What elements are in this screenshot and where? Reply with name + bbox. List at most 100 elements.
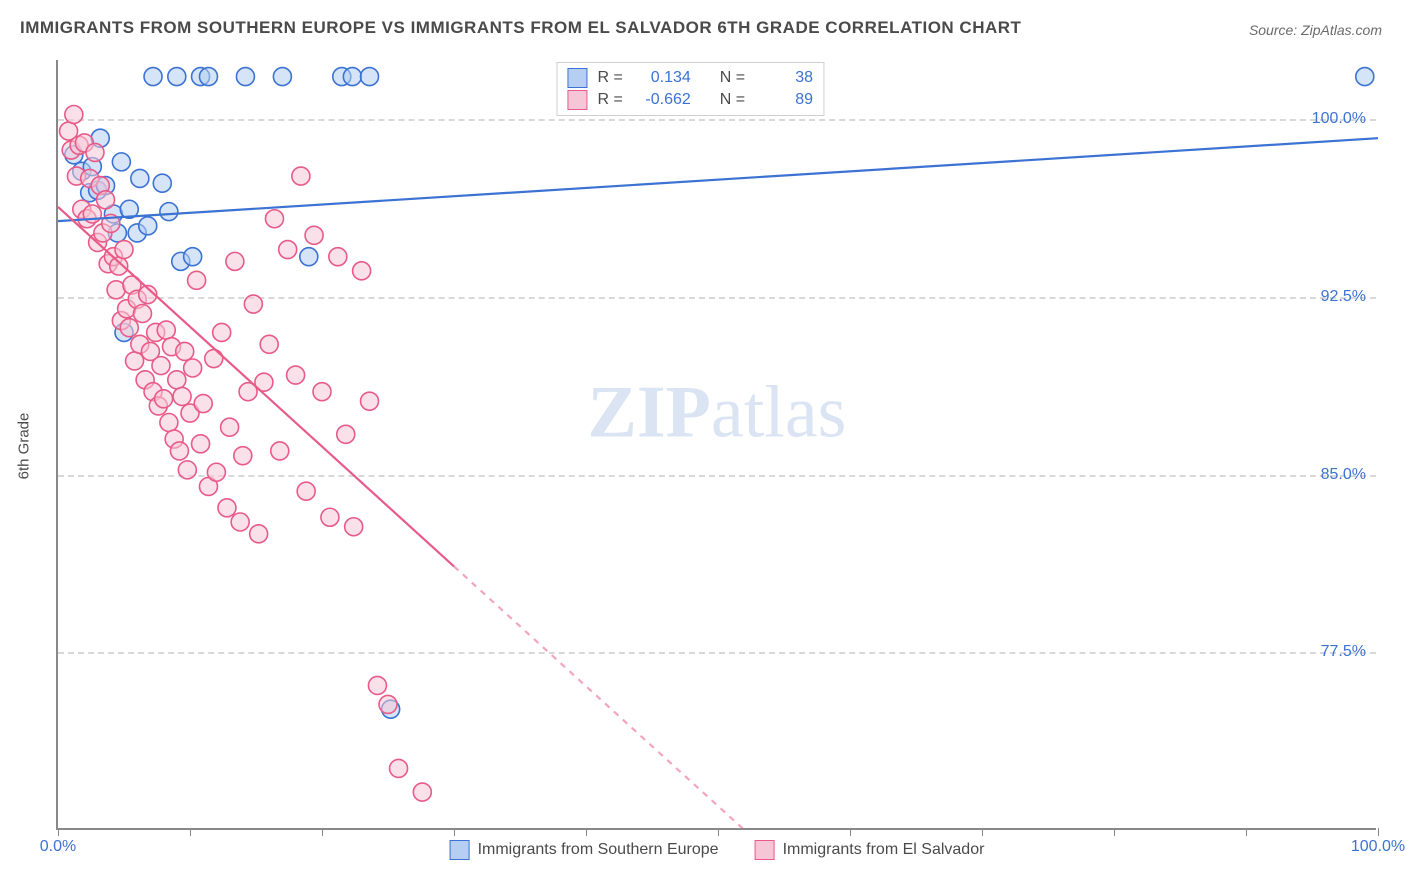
x-tick-mark [1378,828,1379,836]
data-point [133,305,151,323]
data-point [343,68,361,86]
data-point [97,191,115,209]
data-point [361,392,379,410]
legend-r-value: 0.134 [633,69,691,87]
x-tick-mark [1246,828,1247,836]
x-tick-mark [586,828,587,836]
data-point [199,68,217,86]
data-point [292,167,310,185]
data-point [390,759,408,777]
data-point [131,169,149,187]
data-point [279,241,297,259]
data-point [157,321,175,339]
data-point [110,257,128,275]
data-point [160,203,178,221]
data-point [361,68,379,86]
data-point [413,783,431,801]
data-point [205,350,223,368]
legend-n-label: N = [720,91,745,109]
legend-swatch [450,840,470,860]
data-point [231,513,249,531]
data-point [152,357,170,375]
data-point [313,383,331,401]
data-point [265,210,283,228]
data-point [300,248,318,266]
chart-svg [58,60,1376,828]
legend-series-item: Immigrants from Southern Europe [450,840,719,860]
data-point [160,413,178,431]
x-tick-mark [850,828,851,836]
data-point [297,482,315,500]
y-axis-label: 6th Grade [16,413,33,480]
data-point [329,248,347,266]
data-point [184,248,202,266]
chart-title: IMMIGRANTS FROM SOUTHERN EUROPE VS IMMIG… [20,18,1021,38]
data-point [213,323,231,341]
data-point [260,335,278,353]
legend-n-label: N = [720,69,745,87]
data-point [379,695,397,713]
data-point [244,295,262,313]
data-point [353,262,371,280]
data-point [337,425,355,443]
trendline [58,138,1378,221]
data-point [168,68,186,86]
data-point [139,217,157,235]
plot-area: ZIPatlas 77.5%85.0%92.5%100.0% 0.0%100.0… [56,60,1376,830]
data-point [226,252,244,270]
data-point [126,352,144,370]
trendline-dashed [454,566,744,830]
trendline [58,207,454,566]
legend-swatch [567,68,587,88]
legend-n-value: 89 [755,91,813,109]
legend-correlation-box: R = 0.134 N = 38 R = -0.662 N = 89 [556,62,824,116]
data-point [305,226,323,244]
x-tick-mark [454,828,455,836]
data-point [184,359,202,377]
data-point [65,105,83,123]
x-tick-mark [982,828,983,836]
legend-r-value: -0.662 [633,91,691,109]
data-point [194,395,212,413]
data-point [120,319,138,337]
data-point [250,525,268,543]
source-attribution: Source: ZipAtlas.com [1249,22,1382,38]
data-point [178,461,196,479]
legend-row: R = -0.662 N = 89 [567,89,813,111]
x-tick-mark [322,828,323,836]
data-point [273,68,291,86]
data-point [192,435,210,453]
data-point [176,342,194,360]
data-point [321,508,339,526]
legend-series: Immigrants from Southern EuropeImmigrant… [450,840,985,860]
data-point [188,271,206,289]
data-point [170,442,188,460]
data-point [287,366,305,384]
legend-row: R = 0.134 N = 38 [567,67,813,89]
data-point [221,418,239,436]
legend-r-label: R = [597,69,622,87]
legend-n-value: 38 [755,69,813,87]
x-tick-mark [190,828,191,836]
data-point [155,390,173,408]
data-point [115,241,133,259]
data-point [368,676,386,694]
x-tick-mark [1114,828,1115,836]
data-point [234,447,252,465]
data-point [86,143,104,161]
x-tick-mark [58,828,59,836]
x-tick-label: 100.0% [1351,838,1405,856]
data-point [271,442,289,460]
data-point [345,518,363,536]
data-point [207,463,225,481]
data-point [236,68,254,86]
x-tick-label: 0.0% [40,838,76,856]
legend-swatch [567,90,587,110]
data-point [153,174,171,192]
legend-swatch [755,840,775,860]
data-point [144,68,162,86]
data-point [173,387,191,405]
data-point [168,371,186,389]
legend-r-label: R = [597,91,622,109]
data-point [218,499,236,517]
